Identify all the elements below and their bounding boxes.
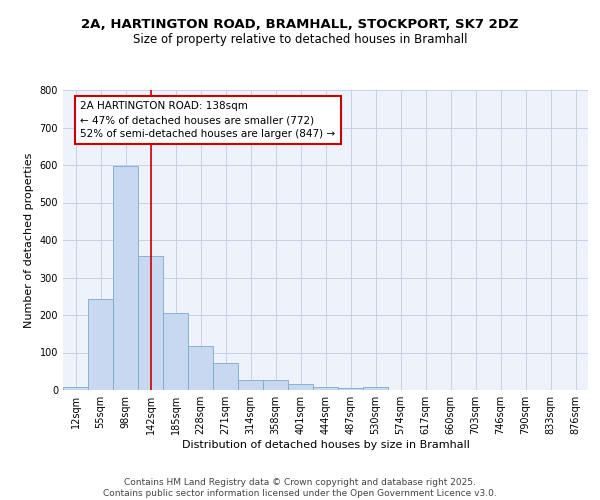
Bar [238,380,263,390]
Bar [163,313,188,390]
Bar [63,387,88,390]
Bar [288,384,313,390]
X-axis label: Distribution of detached houses by size in Bramhall: Distribution of detached houses by size … [182,440,469,450]
Bar [313,388,338,390]
Y-axis label: Number of detached properties: Number of detached properties [24,152,34,328]
Bar [363,387,388,390]
Bar [138,256,163,390]
Bar [263,380,288,390]
Text: Size of property relative to detached houses in Bramhall: Size of property relative to detached ho… [133,32,467,46]
Bar [188,346,213,390]
Bar [88,299,113,390]
Bar [213,363,238,390]
Bar [338,388,363,390]
Bar [113,166,138,390]
Text: 2A, HARTINGTON ROAD, BRAMHALL, STOCKPORT, SK7 2DZ: 2A, HARTINGTON ROAD, BRAMHALL, STOCKPORT… [81,18,519,30]
Text: 2A HARTINGTON ROAD: 138sqm
← 47% of detached houses are smaller (772)
52% of sem: 2A HARTINGTON ROAD: 138sqm ← 47% of deta… [80,101,335,139]
Text: Contains HM Land Registry data © Crown copyright and database right 2025.
Contai: Contains HM Land Registry data © Crown c… [103,478,497,498]
